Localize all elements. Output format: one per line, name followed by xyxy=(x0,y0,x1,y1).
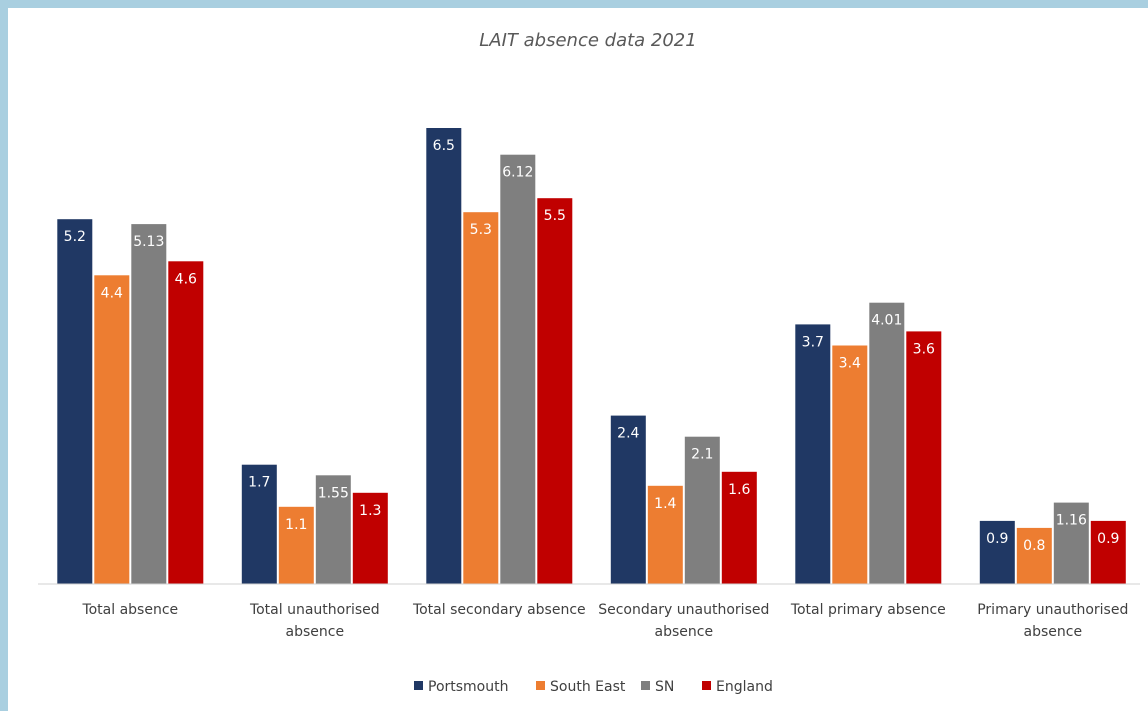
data-label: 1.4 xyxy=(654,496,676,512)
legend-label: Portsmouth xyxy=(428,679,509,695)
data-label: 3.4 xyxy=(839,356,861,372)
data-label: 4.01 xyxy=(871,313,902,329)
bar xyxy=(610,415,646,584)
data-label: 5.13 xyxy=(133,234,164,250)
chart-title: LAIT absence data 2021 xyxy=(479,30,696,51)
legend-label: England xyxy=(716,679,773,695)
bar xyxy=(537,198,573,584)
bar xyxy=(832,345,868,584)
x-tick-labels: Total absence Total unauthorised absence To… xyxy=(81,602,1128,640)
legend-label: SN xyxy=(655,679,674,695)
bar xyxy=(869,302,905,584)
bar xyxy=(979,520,1015,584)
bar xyxy=(131,224,167,584)
data-label: 3.6 xyxy=(913,341,935,357)
bars-group xyxy=(57,128,1126,584)
bar xyxy=(241,464,277,584)
data-label: 6.12 xyxy=(502,165,533,181)
data-label: 1.3 xyxy=(359,503,381,519)
bar xyxy=(1053,502,1089,584)
chart-frame: LAIT absence data 2021 5.2 4.4 5.13 4.6 1.7 1… xyxy=(8,8,1148,711)
bar xyxy=(1016,527,1052,584)
bar xyxy=(684,436,720,584)
data-label: 0.9 xyxy=(1097,531,1119,547)
bar xyxy=(168,261,204,584)
data-label: 1.55 xyxy=(318,485,349,501)
data-label: 1.6 xyxy=(728,482,750,498)
bar xyxy=(426,128,462,584)
data-label: 5.3 xyxy=(470,222,492,238)
data-label: 1.16 xyxy=(1056,513,1087,529)
x-tick-label: Total unauthorised xyxy=(249,602,380,618)
data-label: 2.4 xyxy=(617,426,639,442)
x-tick-label: Primary unauthorised xyxy=(977,602,1128,618)
data-label: 4.4 xyxy=(101,285,123,301)
data-label: 5.2 xyxy=(64,229,86,245)
legend-swatch xyxy=(536,681,545,690)
bar xyxy=(795,324,831,584)
data-label: 1.1 xyxy=(285,517,307,533)
bar xyxy=(906,331,942,584)
x-tick-label: Total secondary absence xyxy=(412,602,586,618)
x-tick-label: absence xyxy=(655,624,714,640)
data-label: 0.9 xyxy=(986,531,1008,547)
bar xyxy=(721,471,757,584)
x-tick-label: Total absence xyxy=(81,602,178,618)
legend-swatch xyxy=(702,681,711,690)
x-tick-label: Total primary absence xyxy=(790,602,946,618)
legend-label: South East xyxy=(550,679,626,695)
bar xyxy=(500,154,536,584)
data-labels-group: 5.2 4.4 5.13 4.6 1.7 1.1 1.55 1.3 6.5 5.3 6.12 5.5 2… xyxy=(64,138,1120,554)
bar xyxy=(352,492,388,584)
data-label: 6.5 xyxy=(433,138,455,154)
legend-swatch xyxy=(414,681,423,690)
legend: Portsmouth South East SN England xyxy=(414,679,773,695)
bar xyxy=(57,219,93,584)
bar xyxy=(315,475,351,584)
bar xyxy=(278,506,314,584)
data-label: 0.8 xyxy=(1023,538,1045,554)
legend-swatch xyxy=(641,681,650,690)
x-tick-label: Secondary unauthorised xyxy=(598,602,769,618)
x-tick-label: absence xyxy=(286,624,345,640)
bar xyxy=(647,485,683,584)
x-tick-label: absence xyxy=(1024,624,1083,640)
data-label: 5.5 xyxy=(544,208,566,224)
bar xyxy=(1090,520,1126,584)
data-label: 4.6 xyxy=(175,271,197,287)
data-label: 1.7 xyxy=(248,475,270,491)
bar xyxy=(463,212,499,584)
data-label: 3.7 xyxy=(802,334,824,350)
data-label: 2.1 xyxy=(691,447,713,463)
bar-chart: LAIT absence data 2021 5.2 4.4 5.13 4.6 1.7 1… xyxy=(38,30,1140,695)
bar xyxy=(94,275,130,584)
